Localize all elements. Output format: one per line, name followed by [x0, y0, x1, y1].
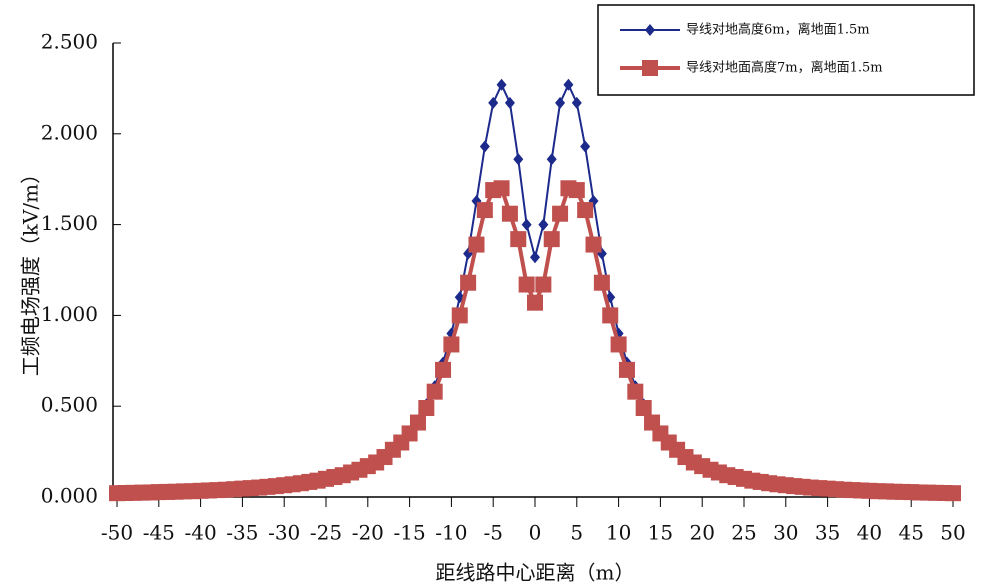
data-point — [460, 274, 477, 291]
x-tick-label: -5 — [483, 521, 502, 545]
data-point — [513, 153, 524, 166]
y-tick-label: 0.000 — [41, 484, 98, 508]
x-tick-label: 25 — [731, 521, 756, 545]
x-tick-label: 45 — [898, 521, 923, 545]
data-point — [577, 202, 594, 219]
legend-box — [597, 4, 975, 96]
y-tick-label: 0.500 — [41, 393, 98, 417]
data-point — [530, 251, 540, 264]
data-point — [546, 153, 557, 166]
x-tick-label: -20 — [352, 521, 384, 545]
data-point — [543, 231, 560, 248]
legend-label: 导线对地面高度7m，离地面1.5m — [686, 60, 883, 76]
data-point — [568, 182, 585, 199]
data-point — [563, 78, 574, 91]
x-tick-label: -15 — [393, 521, 425, 545]
x-tick-label: -25 — [310, 521, 342, 545]
data-point — [593, 274, 610, 291]
data-point — [618, 361, 635, 378]
data-point — [493, 180, 510, 197]
data-point — [521, 218, 532, 231]
data-point — [527, 294, 543, 311]
data-point — [510, 231, 527, 248]
data-point — [538, 218, 549, 231]
data-point — [426, 383, 443, 400]
data-point — [535, 276, 552, 293]
data-point — [468, 236, 485, 253]
x-tick-label: 50 — [940, 521, 965, 545]
series — [109, 180, 961, 502]
data-point — [552, 205, 569, 222]
x-tick-label: -10 — [435, 521, 467, 545]
legend-label: 导线对地高度6m，离地面1.5m — [686, 22, 870, 38]
data-point — [479, 140, 490, 153]
x-tick-label: 30 — [773, 521, 798, 545]
data-point — [501, 205, 518, 222]
x-tick-label: 20 — [689, 521, 714, 545]
data-point — [504, 96, 515, 109]
data-point — [571, 96, 582, 109]
series — [112, 78, 958, 500]
data-point — [435, 361, 452, 378]
data-point — [610, 336, 627, 353]
y-axis-title: 工频电场强度（kV/m） — [19, 164, 43, 376]
data-point — [418, 400, 435, 417]
legend-marker — [642, 60, 658, 76]
x-tick-label: 40 — [857, 521, 882, 545]
data-point — [488, 96, 499, 109]
y-tick-label: 2.500 — [41, 30, 98, 54]
x-tick-label: -45 — [143, 521, 175, 545]
data-point — [443, 336, 460, 353]
x-tick-label: 15 — [648, 521, 673, 545]
data-point — [580, 140, 591, 153]
data-point — [627, 383, 644, 400]
x-axis-title: 距线路中心距离（m） — [436, 561, 635, 585]
data-point — [476, 202, 493, 219]
data-point — [602, 307, 619, 324]
x-tick-label: 35 — [815, 521, 840, 545]
data-point — [451, 307, 468, 324]
data-point — [945, 485, 961, 502]
x-tick-label: 5 — [570, 521, 583, 545]
x-tick-label: -35 — [226, 521, 258, 545]
x-tick-label: -50 — [101, 521, 133, 545]
data-point — [518, 276, 535, 293]
data-point — [585, 236, 602, 253]
data-point — [496, 78, 507, 91]
x-tick-label: 0 — [529, 521, 542, 545]
x-tick-label: -40 — [184, 521, 216, 545]
data-point — [555, 96, 566, 109]
legend-marker — [645, 24, 655, 36]
series-line — [116, 82, 954, 495]
y-tick-label: 2.000 — [41, 120, 98, 144]
x-tick-label: -30 — [268, 521, 300, 545]
series-line — [116, 185, 954, 496]
x-tick-label: 10 — [606, 521, 631, 545]
data-point — [409, 414, 426, 431]
data-point — [635, 400, 652, 417]
y-tick-label: 1.500 — [41, 211, 98, 235]
y-tick-label: 1.000 — [41, 302, 98, 326]
